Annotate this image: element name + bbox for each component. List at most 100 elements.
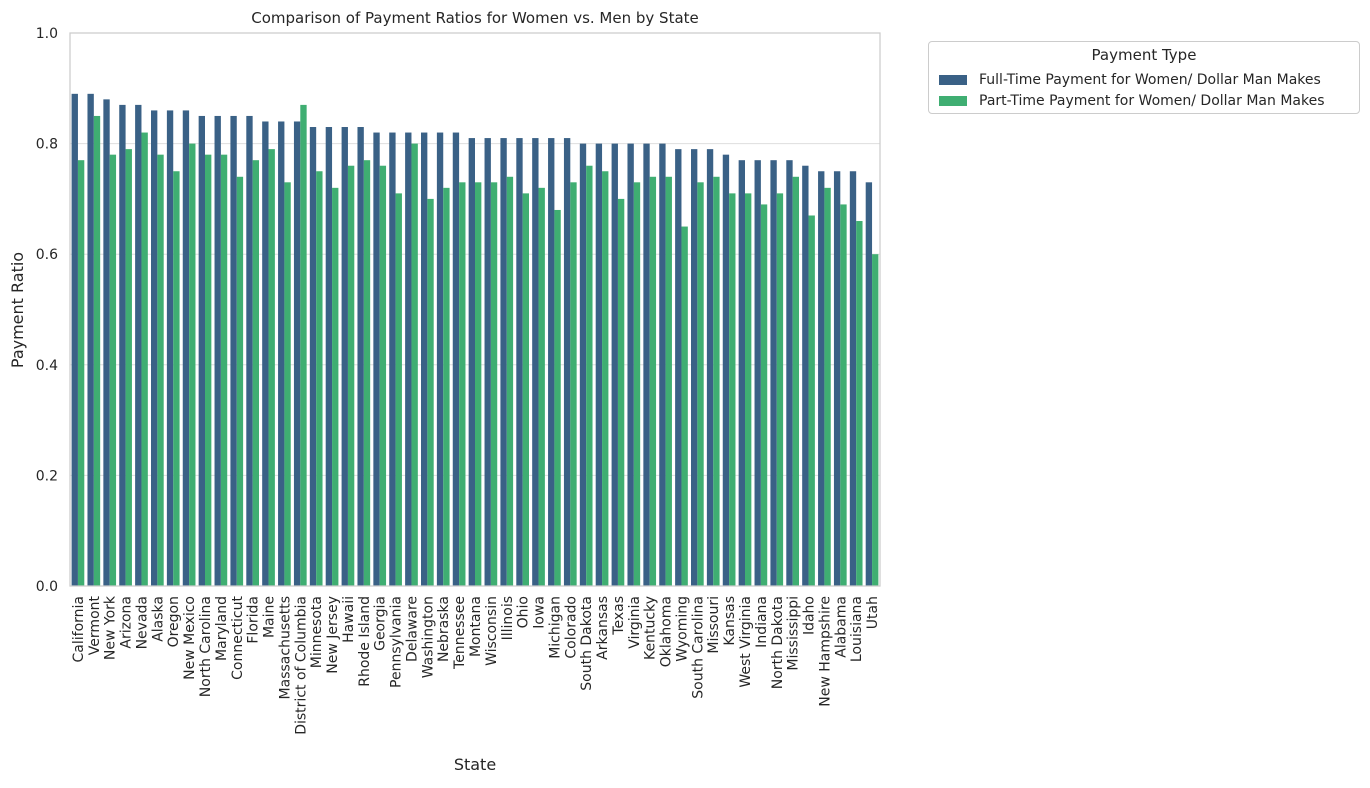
bar-part-time <box>792 176 799 586</box>
bar-part-time <box>316 171 323 586</box>
bar-part-time <box>379 165 387 586</box>
x-tick-label: Nevada <box>134 596 150 649</box>
bar-full-time <box>246 115 253 586</box>
bar-full-time <box>706 149 714 586</box>
bar-full-time <box>214 115 221 586</box>
x-tick-label: Colorado <box>563 596 579 659</box>
x-tick-label: Oklahoma <box>659 596 675 667</box>
bar-full-time <box>71 93 78 586</box>
x-tick-label: Alaska <box>150 596 166 642</box>
bar-full-time <box>309 127 317 586</box>
bar-part-time <box>824 187 831 586</box>
x-tick-label: Indiana <box>754 596 770 648</box>
bar-full-time <box>468 138 475 586</box>
bar-part-time <box>252 160 259 586</box>
bar-full-time <box>659 143 666 586</box>
bar-full-time <box>373 132 380 587</box>
bar-part-time <box>459 182 466 586</box>
bar-part-time <box>205 154 212 586</box>
bar-full-time <box>833 171 841 586</box>
bar-full-time <box>405 132 412 587</box>
bar-full-time <box>675 149 682 586</box>
y-tick-label: 0.2 <box>36 468 58 484</box>
x-tick-label: Vermont <box>87 595 103 655</box>
bar-full-time <box>548 138 555 586</box>
bar-full-time <box>754 160 761 586</box>
bar-part-time <box>808 215 815 587</box>
x-tick-label: Idaho <box>802 596 818 635</box>
x-tick-label: Louisiana <box>849 596 865 662</box>
bar-full-time <box>865 182 873 586</box>
plot-frame <box>69 32 881 587</box>
x-tick-label: New York <box>103 595 119 660</box>
bar-full-time <box>262 121 269 586</box>
x-tick-label: Tennessee <box>452 596 468 670</box>
x-tick-label: Delaware <box>404 596 420 662</box>
x-tick-label: Iowa <box>532 596 548 629</box>
bar-full-time <box>293 121 301 586</box>
legend-title: Payment Type <box>1091 46 1197 64</box>
x-tick-label: Nebraska <box>436 596 452 662</box>
bar-full-time <box>595 143 603 586</box>
x-tick-label: South Carolina <box>690 596 706 699</box>
bar-part-time <box>681 226 688 587</box>
x-tick-label: South Dakota <box>579 596 595 691</box>
bar-full-time <box>436 132 444 587</box>
bar-full-time <box>722 154 730 586</box>
x-tick-label: Missouri <box>706 596 722 654</box>
y-tick-label: 0.6 <box>36 247 58 263</box>
bar-full-time <box>87 93 94 586</box>
bar-part-time <box>506 176 514 586</box>
bar-full-time <box>818 171 825 586</box>
x-tick-label: Kansas <box>722 596 738 646</box>
x-tick-label: Maine <box>262 596 278 638</box>
x-tick-label: Virginia <box>627 596 643 649</box>
bar-part-time <box>475 182 482 586</box>
bar-part-time <box>665 176 672 586</box>
bar-part-time <box>649 176 657 586</box>
bar-full-time <box>341 127 348 586</box>
bar-full-time <box>770 160 777 586</box>
bar-part-time <box>554 209 561 586</box>
x-tick-label: Ohio <box>516 596 532 628</box>
x-tick-label: California <box>71 596 87 662</box>
bar-part-time <box>602 171 609 586</box>
bar-part-time <box>284 182 291 586</box>
bar-part-time <box>840 204 847 586</box>
bar-full-time <box>182 110 190 587</box>
x-tick-label: Minnesota <box>309 596 325 668</box>
bar-full-time <box>532 138 539 586</box>
x-tick-label: Utah <box>865 596 881 629</box>
x-tick-label: Oregon <box>166 596 182 647</box>
bar-part-time <box>872 254 879 586</box>
legend-label-part-time: Part-Time Payment for Women/ Dollar Man … <box>979 93 1325 109</box>
bar-part-time <box>856 221 863 586</box>
bar-full-time <box>452 132 460 587</box>
x-tick-label: New Mexico <box>182 596 198 680</box>
bar-full-time <box>643 143 650 586</box>
bar-part-time <box>427 198 434 586</box>
bar-full-time <box>198 115 205 586</box>
bar-part-time <box>411 143 418 586</box>
bar-part-time <box>125 149 132 586</box>
y-tick-label: 0.8 <box>36 137 58 153</box>
bar-part-time <box>570 182 577 586</box>
bar-full-time <box>579 143 587 586</box>
legend-item-full-time: Full-Time Payment for Women/ Dollar Man … <box>939 72 1321 88</box>
bar-full-time <box>786 160 793 586</box>
x-tick-label: Massachusetts <box>277 596 293 699</box>
legend-swatch-full-time <box>939 75 967 85</box>
x-tick-label: West Virginia <box>738 596 754 688</box>
legend-swatch-part-time <box>939 96 967 106</box>
bar-part-time <box>363 160 371 586</box>
y-tick-label: 0.0 <box>36 579 58 595</box>
x-axis-label: State <box>454 755 496 774</box>
bar-full-time <box>119 104 126 586</box>
x-tick-label: New Hampshire <box>817 596 833 707</box>
bar-full-time <box>627 143 634 586</box>
legend-item-part-time: Part-Time Payment for Women/ Dollar Man … <box>939 93 1325 109</box>
bar-full-time <box>166 110 174 587</box>
x-tick-label: Texas <box>611 596 627 636</box>
x-tick-label: Maryland <box>214 596 230 661</box>
